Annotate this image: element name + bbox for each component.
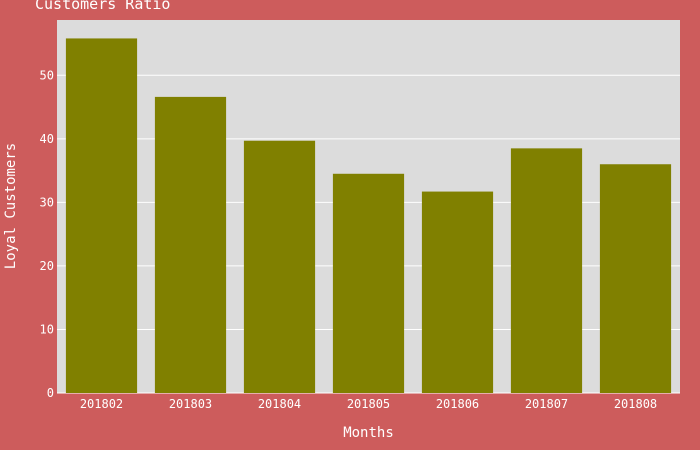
x-tick-labels: 201802 201803 201804 201805 201806 201807 2018… [80, 397, 657, 411]
bar-201808[interactable] [599, 164, 672, 393]
x-tick-label: 201808 [614, 397, 657, 411]
x-tick-label: 201806 [436, 397, 479, 411]
x-tick-label: 201803 [169, 397, 212, 411]
bars [65, 38, 672, 393]
y-tick-label: 10 [40, 322, 54, 336]
x-tick-label: 201807 [525, 397, 568, 411]
y-axis-label: Loyal Customers [3, 142, 19, 270]
bar-201807[interactable] [510, 148, 583, 393]
bar-201804[interactable] [243, 140, 316, 393]
bar-201806[interactable] [421, 191, 494, 393]
y-tick-label: 40 [40, 132, 54, 146]
chart-title: Customers Ratio [35, 0, 171, 13]
bar-201802[interactable] [65, 38, 138, 393]
x-tick-label: 201805 [347, 397, 390, 411]
y-tick-label: 30 [40, 195, 54, 209]
y-tick-label: 50 [40, 68, 54, 82]
bar-201805[interactable] [332, 173, 405, 393]
y-tick-labels: 0 10 20 30 40 50 [40, 68, 54, 400]
x-axis-label: Months [343, 425, 394, 441]
y-tick-label: 0 [47, 386, 54, 400]
y-tick-label: 20 [40, 259, 54, 273]
bar-201803[interactable] [154, 96, 227, 393]
x-tick-label: 201802 [80, 397, 123, 411]
x-tick-label: 201804 [258, 397, 301, 411]
